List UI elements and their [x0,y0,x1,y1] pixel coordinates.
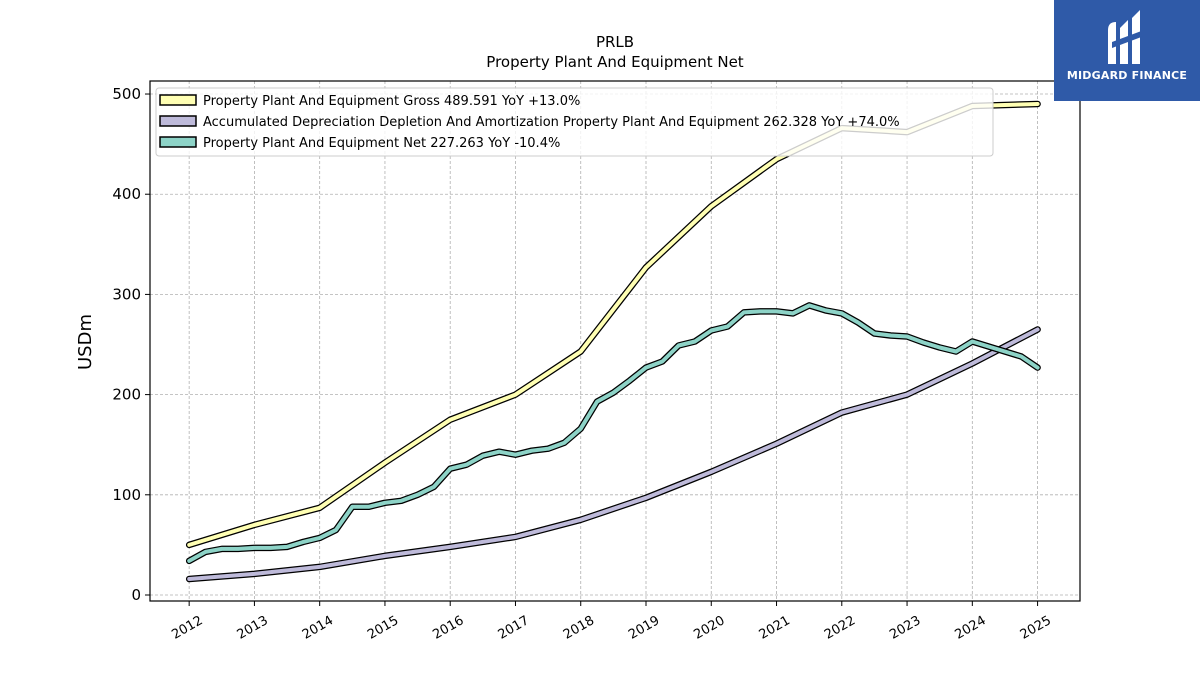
y-tick-label: 300 [112,285,141,303]
x-tick-label: 2019 [626,613,662,643]
legend-entry-1: Accumulated Depreciation Depletion And A… [203,115,900,130]
logo-text: MIDGARD FINANCE [1066,69,1188,82]
x-tick-label: 2016 [430,613,466,643]
y-axis-label: USDm [75,314,96,370]
x-tick-label: 2012 [169,613,205,643]
x-tick-label: 2015 [365,613,401,643]
series-line-0 [187,102,1040,547]
grid [150,81,1080,601]
x-tick-label: 2017 [496,613,532,643]
x-tick-label: 2014 [300,613,336,643]
x-tick-label: 2023 [887,613,923,643]
series-line-outline-2 [185,302,1041,565]
x-tick-label: 2020 [691,613,727,643]
y-tick-label: 500 [112,85,141,103]
chart-subtitle: Property Plant And Equipment Net [486,53,743,71]
plot-frame [149,80,1081,602]
legend-swatch-0 [159,94,197,106]
legend-entry-0: Property Plant And Equipment Gross 489.5… [203,94,580,109]
midgard-finance-logo: MIDGARD FINANCE [1054,0,1200,101]
legend: Property Plant And Equipment Gross 489.5… [155,87,994,157]
x-tick-label: 2025 [1018,613,1054,643]
y-tick-label: 0 [131,586,141,604]
y-tick-label: 100 [112,486,141,504]
x-tick-label: 2013 [235,613,271,643]
y-tick-label: 200 [112,386,141,404]
chart-title: PRLB [596,33,634,51]
legend-entry-2: Property Plant And Equipment Net 227.263… [203,136,560,151]
series-line-2 [187,303,1040,563]
x-tick-label: 2021 [757,613,793,643]
midgard-m-logo-icon [1108,10,1144,64]
x-tick-label: 2018 [561,613,597,643]
legend-box [155,87,994,157]
series-lines [185,100,1041,583]
series-line-outline-0 [185,100,1041,549]
axis-ticks: 0 100 200 300 400 500 2012 2013 2014 2015 2016 2017… [112,85,1054,643]
x-tick-label: 2022 [822,613,858,643]
series-line-1 [187,327,1040,581]
legend-swatch-2 [159,136,197,148]
x-tick-label: 2024 [952,613,988,643]
y-tick-label: 400 [112,185,141,203]
legend-swatch-1 [159,115,197,127]
